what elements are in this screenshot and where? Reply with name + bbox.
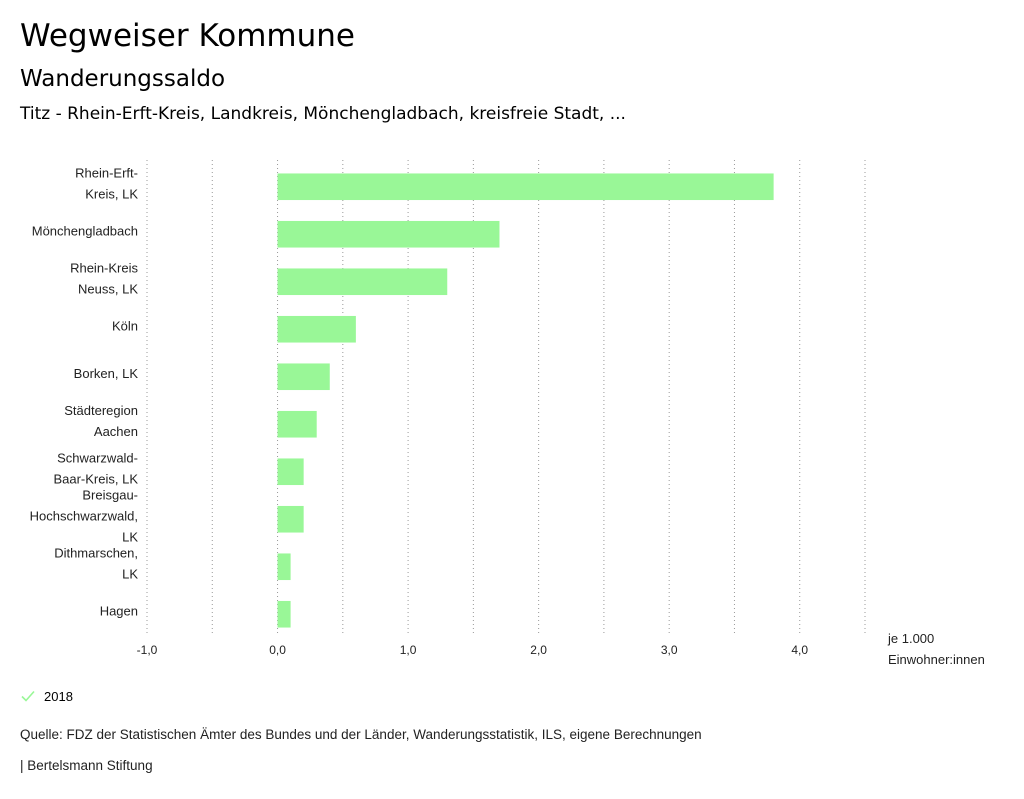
bar[interactable] [277,173,774,201]
chart-description: Titz - Rhein-Erft-Kreis, Landkreis, Mönc… [20,104,626,124]
bar[interactable] [277,363,330,391]
bar[interactable] [277,505,304,533]
bar[interactable] [277,268,448,296]
category-label: Rhein-Kreis [70,260,138,275]
bar[interactable] [277,553,291,581]
category-label: Schwarzwald- [57,450,138,465]
category-label: Neuss, LK [78,281,138,296]
category-label: Borken, LK [74,366,139,381]
category-label: Kreis, LK [85,186,138,201]
category-label: Aachen [94,424,138,439]
category-label: Mönchengladbach [32,223,138,238]
category-label: Köln [112,318,138,333]
x-tick-label: 2,0 [530,643,547,657]
category-label: Hagen [100,603,138,618]
category-label: Rhein-Erft- [75,165,138,180]
bar-chart: Rhein-Erft- Kreis, LK Mönchengladbach Rhein… [30,160,985,667]
category-label: Hochschwarzwald, [30,508,138,523]
bar[interactable] [277,410,317,438]
x-axis-unit-label: Einwohner:innen [888,652,985,667]
category-label: Baar-Kreis, LK [53,471,138,486]
x-axis-unit-label: je 1.000 [887,631,934,646]
bar[interactable] [277,458,304,486]
category-label: Dithmarschen, [54,545,138,560]
chart-subtitle: Wanderungssaldo [20,66,226,92]
brand-note: | Bertelsmann Stiftung [20,758,153,773]
legend-label: 2018 [44,688,73,704]
bar[interactable] [277,600,291,628]
category-label: LK [122,529,138,544]
x-tick-label: -1,0 [137,643,158,657]
page-title: Wegweiser Kommune [20,18,355,54]
check-icon [21,690,35,702]
bar[interactable] [277,220,500,248]
legend[interactable]: 2018 [20,688,73,704]
source-note: Quelle: FDZ der Statistischen Ämter des … [20,727,702,742]
x-tick-label: 0,0 [269,643,286,657]
category-label: Städteregion [64,403,138,418]
category-label: LK [122,566,138,581]
category-label: Breisgau- [82,487,138,502]
x-tick-label: 3,0 [661,643,678,657]
bar[interactable] [277,315,356,343]
x-tick-label: 4,0 [791,643,808,657]
x-tick-label: 1,0 [400,643,417,657]
